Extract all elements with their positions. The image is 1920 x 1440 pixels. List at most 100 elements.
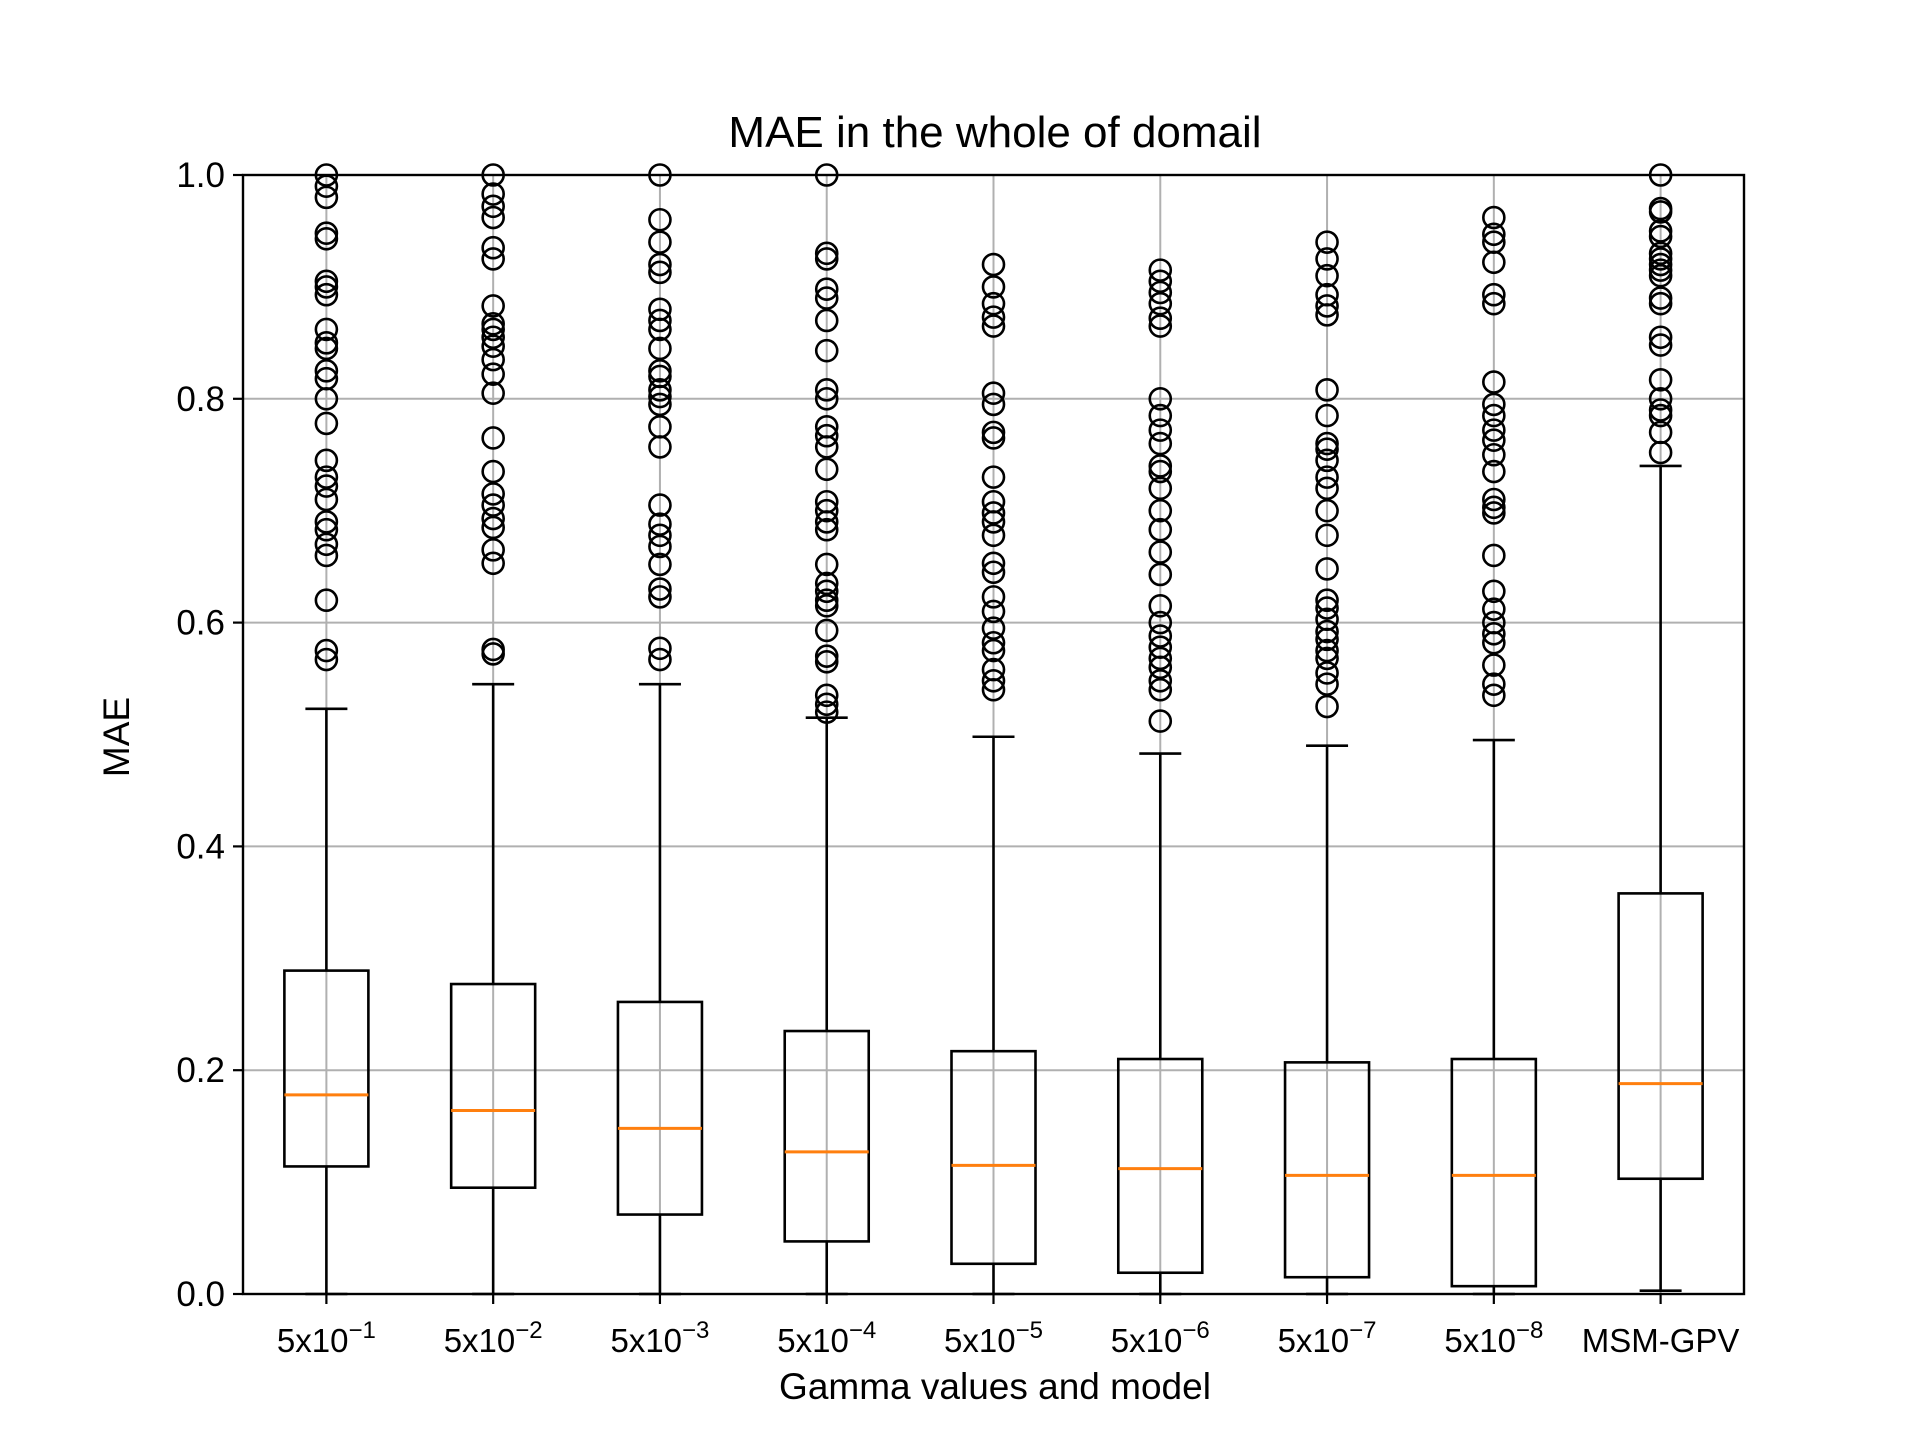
flier-point [1315, 378, 1339, 402]
flier-point [814, 618, 839, 643]
flier-point [314, 185, 339, 210]
y-tick-label-2: 0.4 [176, 827, 225, 866]
x-tick-label-3: 5x10−4 [777, 1317, 876, 1359]
flier-point [314, 588, 339, 613]
flier-point [648, 297, 672, 322]
flier-point [1148, 454, 1173, 478]
box-group-6 [1283, 230, 1371, 1296]
flier-point [1315, 619, 1339, 644]
x-tick-label-base: 5x10 [777, 1322, 849, 1359]
x-tick-label-base: MSM-GPV [1582, 1322, 1740, 1359]
flier-point [1148, 668, 1173, 693]
flier-point [814, 423, 839, 448]
flier-point [981, 420, 1006, 445]
flier-point [1482, 610, 1506, 635]
x-tick-label-base: 5x10 [1444, 1322, 1516, 1359]
flier-point [481, 294, 505, 318]
x-tick-label-base: 5x10 [944, 1322, 1016, 1359]
flier-point [648, 392, 672, 417]
flier-point [648, 230, 672, 254]
flier-point [1482, 403, 1506, 428]
flier-point [981, 630, 1006, 655]
flier-point [814, 498, 839, 523]
flier-point [648, 534, 672, 559]
box-iqr [1450, 1057, 1538, 1288]
flier-point [648, 207, 672, 232]
flier-point [1148, 280, 1173, 305]
flier-point [1148, 498, 1173, 523]
flier-point [1148, 540, 1173, 564]
flier-point [814, 414, 839, 439]
flier-point [1648, 258, 1673, 282]
flier-point [314, 366, 339, 391]
flier-point [814, 378, 839, 402]
flier-point [481, 347, 505, 372]
y-tick-label-5: 1.0 [176, 156, 225, 195]
flier-point [1648, 291, 1673, 316]
flier-point [1648, 247, 1673, 271]
flier-point [648, 378, 672, 402]
flier-point [1315, 437, 1339, 461]
y-tick-label-4: 0.8 [176, 380, 225, 419]
flier-point [1148, 646, 1173, 671]
x-tick-label-0: 5x10−1 [277, 1317, 376, 1359]
flier-point [1148, 386, 1173, 411]
flier-point [1648, 263, 1673, 288]
flier-point [481, 325, 505, 350]
flier-point [314, 638, 339, 663]
flier-point [814, 308, 839, 333]
flier-point [1482, 222, 1506, 247]
flier-point [981, 523, 1006, 548]
flier-point [1315, 476, 1339, 501]
y-tick-label-3: 0.6 [176, 604, 225, 643]
flier-point [1648, 241, 1673, 266]
flier-point [1482, 501, 1506, 525]
flier-point [314, 487, 339, 512]
flier-point [1315, 588, 1339, 613]
y-axis-label: MAE [96, 697, 137, 777]
flier-point [1148, 258, 1173, 282]
flier-point [814, 644, 839, 668]
flier-point [814, 571, 839, 596]
flier-point [1648, 252, 1673, 277]
flier-point [1482, 579, 1506, 604]
flier-point [981, 465, 1006, 489]
flier-point [648, 523, 672, 548]
x-tick-label-base: 5x10 [610, 1322, 682, 1359]
flier-point [1482, 621, 1506, 646]
flier-point [314, 331, 339, 355]
flier-point [1148, 476, 1173, 501]
flier-point [648, 552, 672, 577]
flier-point [1315, 661, 1339, 685]
flier-point [481, 194, 505, 219]
x-tick-label-exponent: −6 [1182, 1317, 1209, 1344]
x-tick-label-exponent: −8 [1516, 1317, 1543, 1344]
flier-point [981, 426, 1006, 450]
box-group-4 [950, 252, 1037, 1296]
flier-point [981, 551, 1006, 576]
flier-point [648, 308, 672, 333]
flier-point [1315, 694, 1339, 719]
flier-point [481, 235, 505, 260]
flier-point [648, 252, 672, 277]
flier-point [481, 637, 505, 662]
x-tick-label-exponent: −7 [1349, 1317, 1376, 1344]
flier-point [1148, 306, 1173, 331]
flier-point [814, 457, 839, 482]
flier-point [1648, 420, 1673, 445]
flier-point [981, 392, 1006, 417]
flier-point [1648, 325, 1673, 350]
flier-point [981, 599, 1006, 624]
flier-point [314, 411, 339, 436]
flier-point [1148, 269, 1173, 294]
flier-point [1315, 247, 1339, 271]
flier-point [481, 459, 505, 484]
box-group-1 [449, 163, 537, 1296]
flier-point [1148, 403, 1173, 428]
box-iqr [449, 982, 537, 1189]
x-tick-label-2: 5x10−3 [610, 1317, 709, 1359]
flier-point [981, 291, 1006, 316]
flier-point [1148, 677, 1173, 702]
flier-point [814, 286, 839, 310]
